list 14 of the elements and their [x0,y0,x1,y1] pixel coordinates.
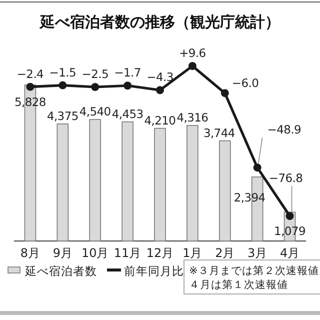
x-tick-label: 2月 [215,246,235,260]
x-tick-label: 11月 [114,246,142,260]
chart-title: 延べ宿泊者数の推移（観光庁統計） [39,13,280,31]
x-tick-label: 10月 [81,246,109,260]
legend-label: 延べ宿泊者数 [24,264,97,278]
data-label: +9.6 [179,46,206,60]
x-tick-label: 8月 [20,246,40,260]
x-tick-label: 3月 [248,246,268,260]
x-tick-label: 4月 [280,246,300,260]
x-tick-label: 9月 [52,246,72,260]
legend-label: 前年同月比 [124,264,184,278]
x-tick-label: 12月 [146,246,174,260]
note: ※３月までは第２次速報値 ４月は第１次速報値 [184,260,320,294]
x-tick-label: 1月 [182,246,202,260]
